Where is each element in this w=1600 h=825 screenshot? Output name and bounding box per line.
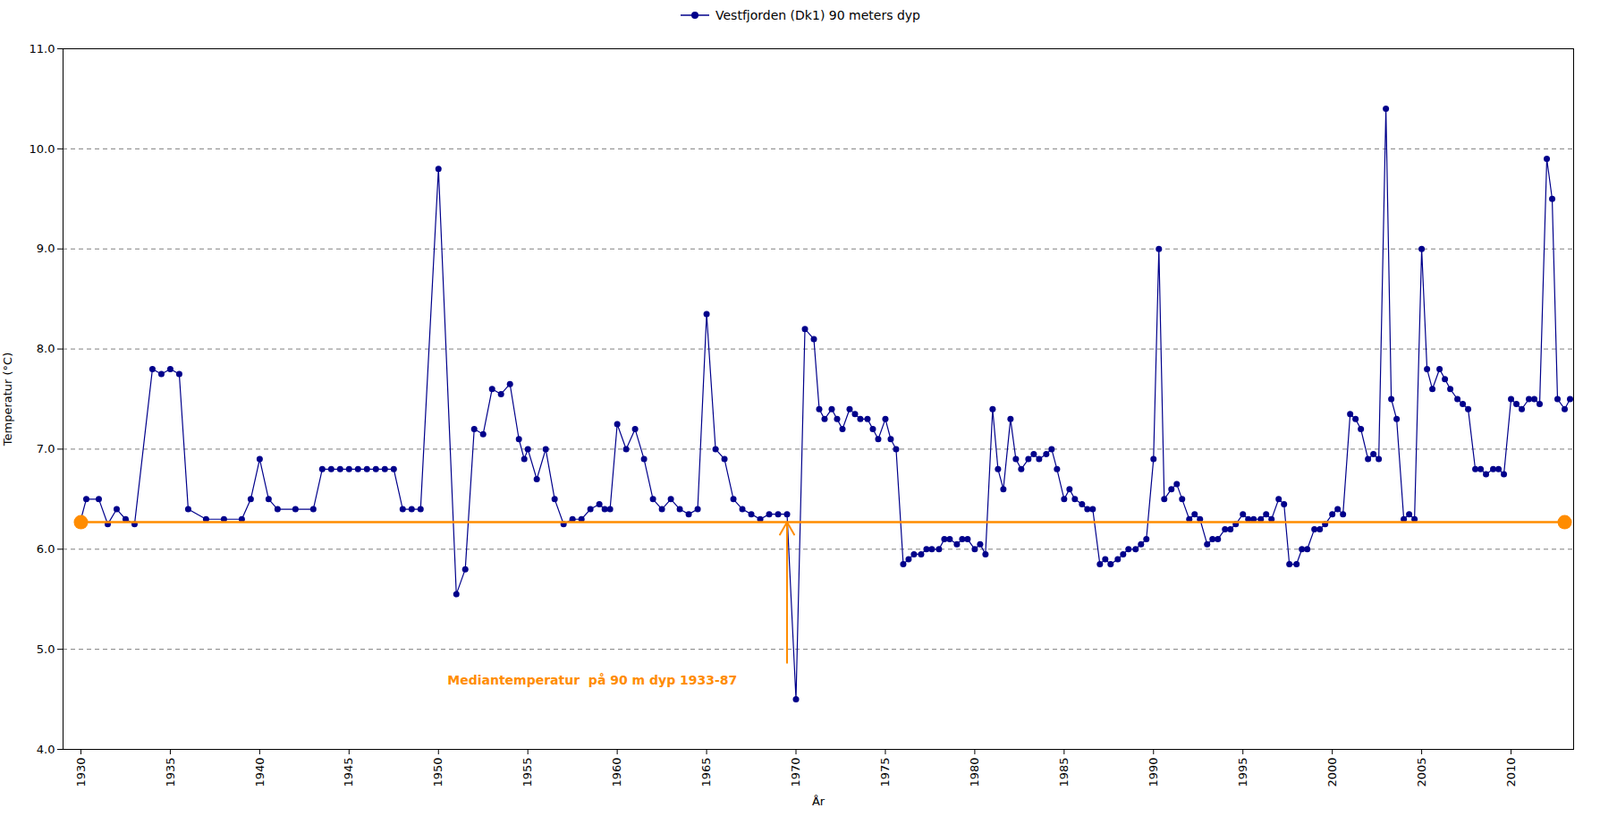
- svg-text:1990: 1990: [1146, 757, 1160, 788]
- svg-text:1950: 1950: [431, 757, 445, 788]
- svg-text:1965: 1965: [699, 757, 713, 788]
- svg-text:6.0: 6.0: [36, 541, 56, 556]
- svg-text:1975: 1975: [878, 757, 892, 788]
- svg-text:Mediantemperatur på 90 m dyp: Mediantemperatur på 90 m dyp 1933-87: [447, 672, 737, 687]
- svg-text:År: År: [812, 794, 826, 808]
- svg-text:Temperatur (°C): Temperatur (°C): [0, 352, 15, 448]
- svg-text:9.0: 9.0: [36, 241, 56, 255]
- svg-text:1935: 1935: [163, 757, 178, 788]
- svg-text:1970: 1970: [788, 757, 803, 788]
- svg-text:1945: 1945: [341, 757, 356, 788]
- svg-text:11.0: 11.0: [29, 42, 56, 56]
- svg-text:2000: 2000: [1325, 757, 1339, 788]
- svg-text:5.0: 5.0: [36, 642, 56, 656]
- svg-text:10.0: 10.0: [29, 142, 56, 156]
- svg-text:1995: 1995: [1235, 757, 1250, 788]
- svg-text:1985: 1985: [1057, 757, 1071, 788]
- svg-text:1955: 1955: [520, 757, 534, 788]
- svg-text:8.0: 8.0: [36, 341, 56, 356]
- svg-text:1930: 1930: [74, 757, 88, 788]
- svg-text:2010: 2010: [1504, 757, 1518, 788]
- svg-text:7.0: 7.0: [36, 441, 56, 456]
- html-text:Vestfjorden (Dk1) 90 meters dy: Vestfjorden (Dk1) 90 meters dyp: [715, 8, 921, 23]
- svg-text:1960: 1960: [609, 757, 624, 788]
- svg-text:1940: 1940: [253, 757, 267, 788]
- svg-text:2005: 2005: [1414, 757, 1429, 788]
- svg-text:1980: 1980: [967, 757, 982, 788]
- svg-text:4.0: 4.0: [36, 742, 56, 756]
